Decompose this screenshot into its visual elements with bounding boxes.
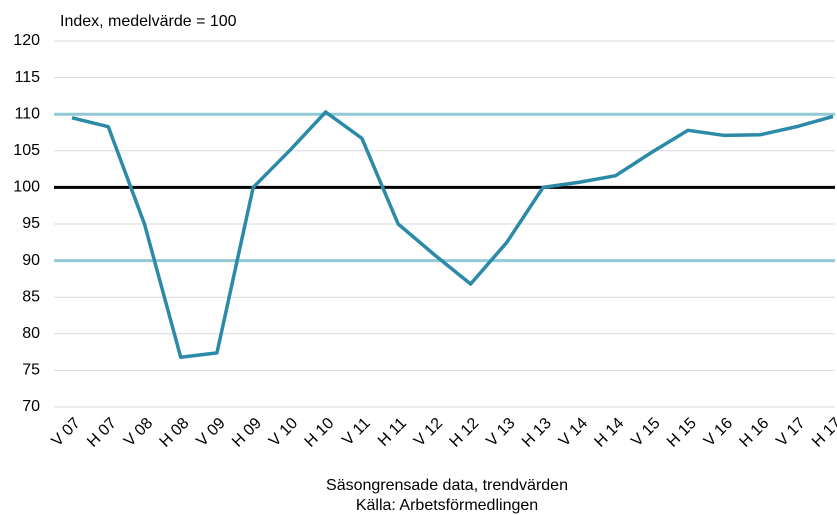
x-tick-label: V 17 [773, 415, 808, 450]
y-tick-label: 105 [13, 142, 40, 159]
x-tick-label: H 07 [84, 415, 120, 451]
x-tick-label: H 12 [447, 415, 483, 451]
x-tick-label: V 09 [193, 415, 228, 450]
x-tick-label: V 14 [556, 415, 591, 450]
x-tick-label: H 11 [375, 415, 410, 450]
x-tick-label: H 14 [591, 415, 627, 451]
y-tick-label: 95 [22, 215, 40, 232]
x-tick-label: H 09 [229, 415, 265, 451]
x-tick-label: H 10 [302, 415, 338, 451]
x-tick-label: V 11 [339, 415, 374, 450]
data-line [71, 110, 834, 359]
y-tick-label: 120 [13, 32, 40, 49]
x-tick-label: V 08 [121, 415, 156, 450]
x-tick-label: H 08 [157, 415, 193, 451]
y-tick-label: 115 [14, 69, 40, 86]
chart-title: Index, medelvärde = 100 [60, 13, 237, 30]
x-axis-label: Säsongrensade data, trendvärden [326, 477, 568, 494]
x-tick-label: V 12 [411, 415, 446, 450]
y-tick-label: 85 [22, 288, 40, 305]
y-tick-label: 90 [22, 252, 40, 269]
y-tick-label: 110 [14, 105, 40, 122]
y-tick-label: 100 [13, 179, 40, 196]
source-note: Källa: Arbetsförmedlingen [356, 497, 538, 514]
y-tick-label: 75 [22, 362, 40, 379]
x-tick-label: H 16 [736, 415, 772, 451]
x-tick-label: V 07 [49, 415, 84, 450]
x-tick-label: V 16 [701, 415, 736, 450]
x-tick-label: V 15 [628, 415, 663, 450]
y-tick-label: 70 [22, 398, 40, 415]
x-tick-label: V 10 [266, 415, 301, 450]
y-tick-label: 80 [22, 325, 40, 342]
x-tick-label: H 15 [664, 415, 700, 451]
x-tick-label: V 13 [483, 415, 518, 450]
x-tick-label: H 13 [519, 415, 555, 451]
x-tick-label: H 17 [809, 415, 837, 451]
